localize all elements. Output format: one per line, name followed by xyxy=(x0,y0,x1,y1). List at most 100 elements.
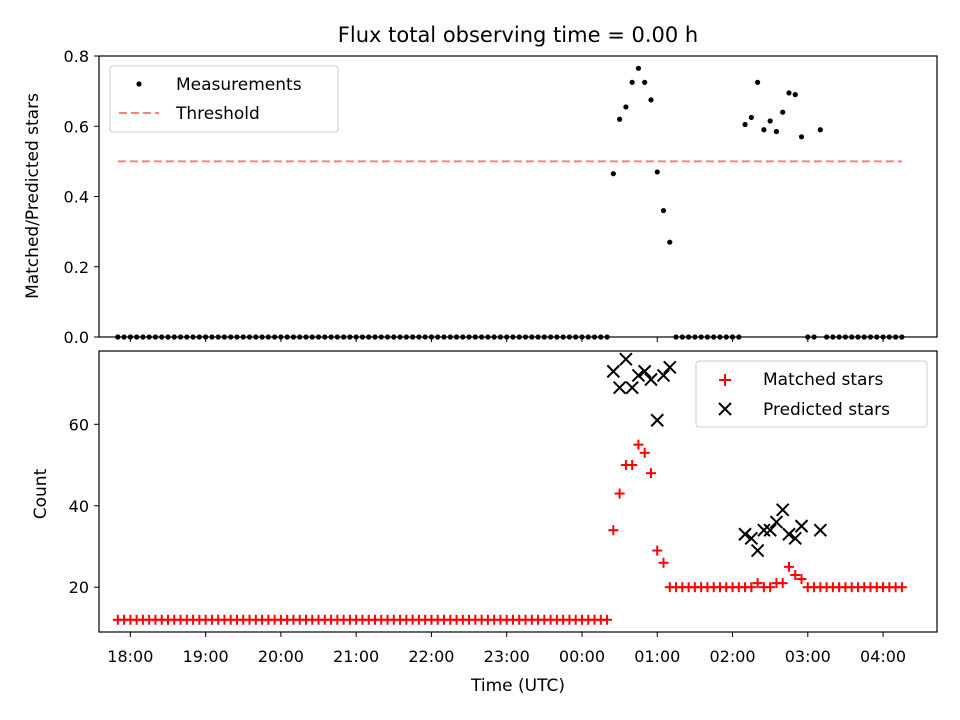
measurements-point xyxy=(309,334,315,340)
measurements-point xyxy=(215,334,221,340)
measurements-point xyxy=(704,334,711,340)
measurements-point xyxy=(497,334,504,340)
measurements-point xyxy=(836,334,842,340)
bottom-mark-group xyxy=(112,352,907,625)
x-tick-label: 21:00 xyxy=(333,647,379,666)
predicted-stars-point xyxy=(625,380,639,395)
predicted-stars-point xyxy=(763,523,777,537)
x-tick-label: 23:00 xyxy=(484,647,530,666)
x-tick-label: 00:00 xyxy=(559,647,605,666)
measurements-point xyxy=(177,334,184,340)
measurements-point xyxy=(240,334,246,340)
predicted-stars-point xyxy=(637,364,652,379)
measurements-point xyxy=(805,334,811,340)
measurements-point xyxy=(673,334,679,340)
measurements-point xyxy=(115,334,121,340)
measurements-point xyxy=(152,334,159,340)
measurements-point xyxy=(397,334,403,340)
measurements-point xyxy=(861,334,867,340)
matched-stars-point xyxy=(639,447,650,458)
measurements-point xyxy=(203,334,209,340)
y-tick-label: 0.0 xyxy=(64,328,89,347)
measurements-point xyxy=(723,334,729,340)
measurements-point xyxy=(899,334,905,340)
measurements-point xyxy=(798,134,805,140)
measurements-point xyxy=(328,334,334,340)
matched-stars-point xyxy=(746,582,757,593)
measurements-point xyxy=(228,334,234,340)
y-tick-label: 40 xyxy=(69,497,89,516)
measurements-point xyxy=(667,239,673,245)
y-tick-label: 0.8 xyxy=(64,47,89,66)
measurements-point xyxy=(585,334,591,340)
predicted-stars-point xyxy=(612,380,627,395)
measurements-point xyxy=(234,334,240,340)
measurements-point xyxy=(742,121,748,128)
matched-stars-point xyxy=(783,561,794,572)
measurements-point xyxy=(479,334,485,340)
measurements-point xyxy=(792,92,798,98)
measurements-point xyxy=(811,334,817,340)
measurements-point xyxy=(535,334,541,340)
measurements-point xyxy=(334,334,340,340)
measurements-point xyxy=(416,334,422,340)
measurements-point xyxy=(272,334,278,340)
measurements-point xyxy=(303,334,309,340)
x-tick-label: 02:00 xyxy=(709,647,755,666)
measurements-point xyxy=(886,334,892,340)
measurements-point xyxy=(466,334,472,340)
predicted-stars-point xyxy=(650,413,664,427)
measurements-point xyxy=(623,104,629,110)
x-tick-label: 22:00 xyxy=(408,647,454,666)
measurements-point xyxy=(221,334,228,340)
x-tick-label: 04:00 xyxy=(860,647,906,666)
measurements-point xyxy=(196,334,202,340)
measurements-point xyxy=(428,334,435,340)
measurements-point xyxy=(817,127,823,133)
measurements-point xyxy=(780,109,786,115)
measurements-point xyxy=(560,334,566,340)
measurements-point xyxy=(635,65,642,71)
measurements-point xyxy=(190,334,196,340)
x-tick-label: 18:00 xyxy=(107,647,153,666)
predicted-stars-point xyxy=(769,515,784,529)
measurements-point xyxy=(604,334,610,340)
bottom-plot: Count Time (UTC) 18:00 19:00 20:00 21:00 22:… xyxy=(31,350,938,696)
measurements-point xyxy=(284,334,290,340)
measurements-point xyxy=(660,207,667,214)
measurements-point xyxy=(265,334,271,340)
legend-measurements-marker xyxy=(136,81,142,87)
x-tick-label: 20:00 xyxy=(258,647,304,666)
measurements-point xyxy=(598,334,604,340)
top-mark-group xyxy=(115,65,905,340)
measurements-point xyxy=(447,334,453,340)
measurements-point xyxy=(134,334,140,340)
measurements-point xyxy=(686,334,692,340)
legend-predicted-label: Predicted stars xyxy=(763,400,890,420)
measurements-point xyxy=(435,334,441,340)
measurements-point xyxy=(290,334,297,340)
measurements-point xyxy=(679,334,685,340)
measurements-point xyxy=(253,334,259,340)
measurements-point xyxy=(516,334,522,340)
measurements-point xyxy=(786,90,792,96)
measurements-point xyxy=(410,334,416,340)
matched-stars-point xyxy=(658,557,669,568)
measurements-point xyxy=(654,169,660,175)
measurements-point xyxy=(824,334,830,340)
measurements-point xyxy=(755,79,761,85)
y-tick-label: 0.4 xyxy=(64,188,89,207)
measurements-point xyxy=(209,334,215,340)
measurements-point xyxy=(453,334,460,340)
legend-matched-label: Matched stars xyxy=(763,370,883,390)
predicted-stars-point xyxy=(775,503,790,517)
measurements-point xyxy=(322,334,328,340)
measurements-point xyxy=(491,334,497,340)
matched-stars-point xyxy=(645,468,656,479)
top-plot: Matched/Predicted stars 0.00.20.40.60.8 … xyxy=(23,47,938,347)
measurements-point xyxy=(842,334,849,340)
predicted-stars-point xyxy=(656,368,671,383)
measurements-point xyxy=(573,334,579,340)
measurements-point xyxy=(159,334,165,340)
measurements-point xyxy=(146,334,152,340)
